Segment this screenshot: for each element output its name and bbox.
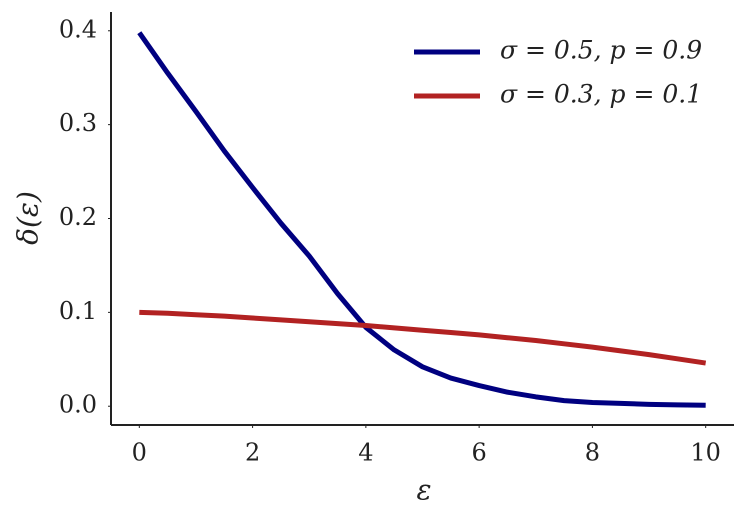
y-tick-label: 0.0	[59, 391, 97, 419]
x-tick-label: 8	[585, 439, 600, 467]
y-axis-label: δ(ε)	[12, 191, 45, 245]
y-tick-label: 0.3	[59, 109, 97, 137]
legend-label: σ = 0.5, p = 0.9	[500, 36, 702, 65]
x-tick-label: 10	[690, 439, 721, 467]
y-tick-label: 0.2	[59, 203, 97, 231]
y-tick-label: 0.1	[59, 297, 97, 325]
x-tick-label: 6	[471, 439, 486, 467]
line	[139, 309, 707, 366]
x-axis-label: ε	[416, 474, 431, 507]
y-tick-label: 0.4	[59, 15, 97, 43]
x-tick-label: 0	[132, 439, 147, 467]
line	[137, 31, 706, 408]
legend-label: σ = 0.3, p = 0.1	[500, 80, 702, 109]
x-tick-label: 4	[358, 439, 373, 467]
x-tick-label: 2	[245, 439, 260, 467]
